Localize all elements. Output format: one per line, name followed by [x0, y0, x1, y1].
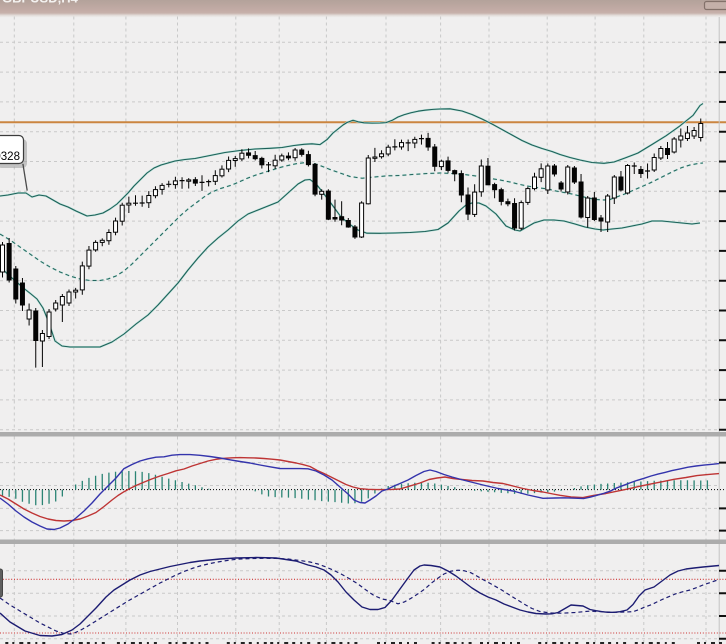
svg-text:GBPUSD,H4: GBPUSD,H4	[2, 0, 79, 5]
svg-text:1.30328: 1.30328	[0, 151, 20, 163]
